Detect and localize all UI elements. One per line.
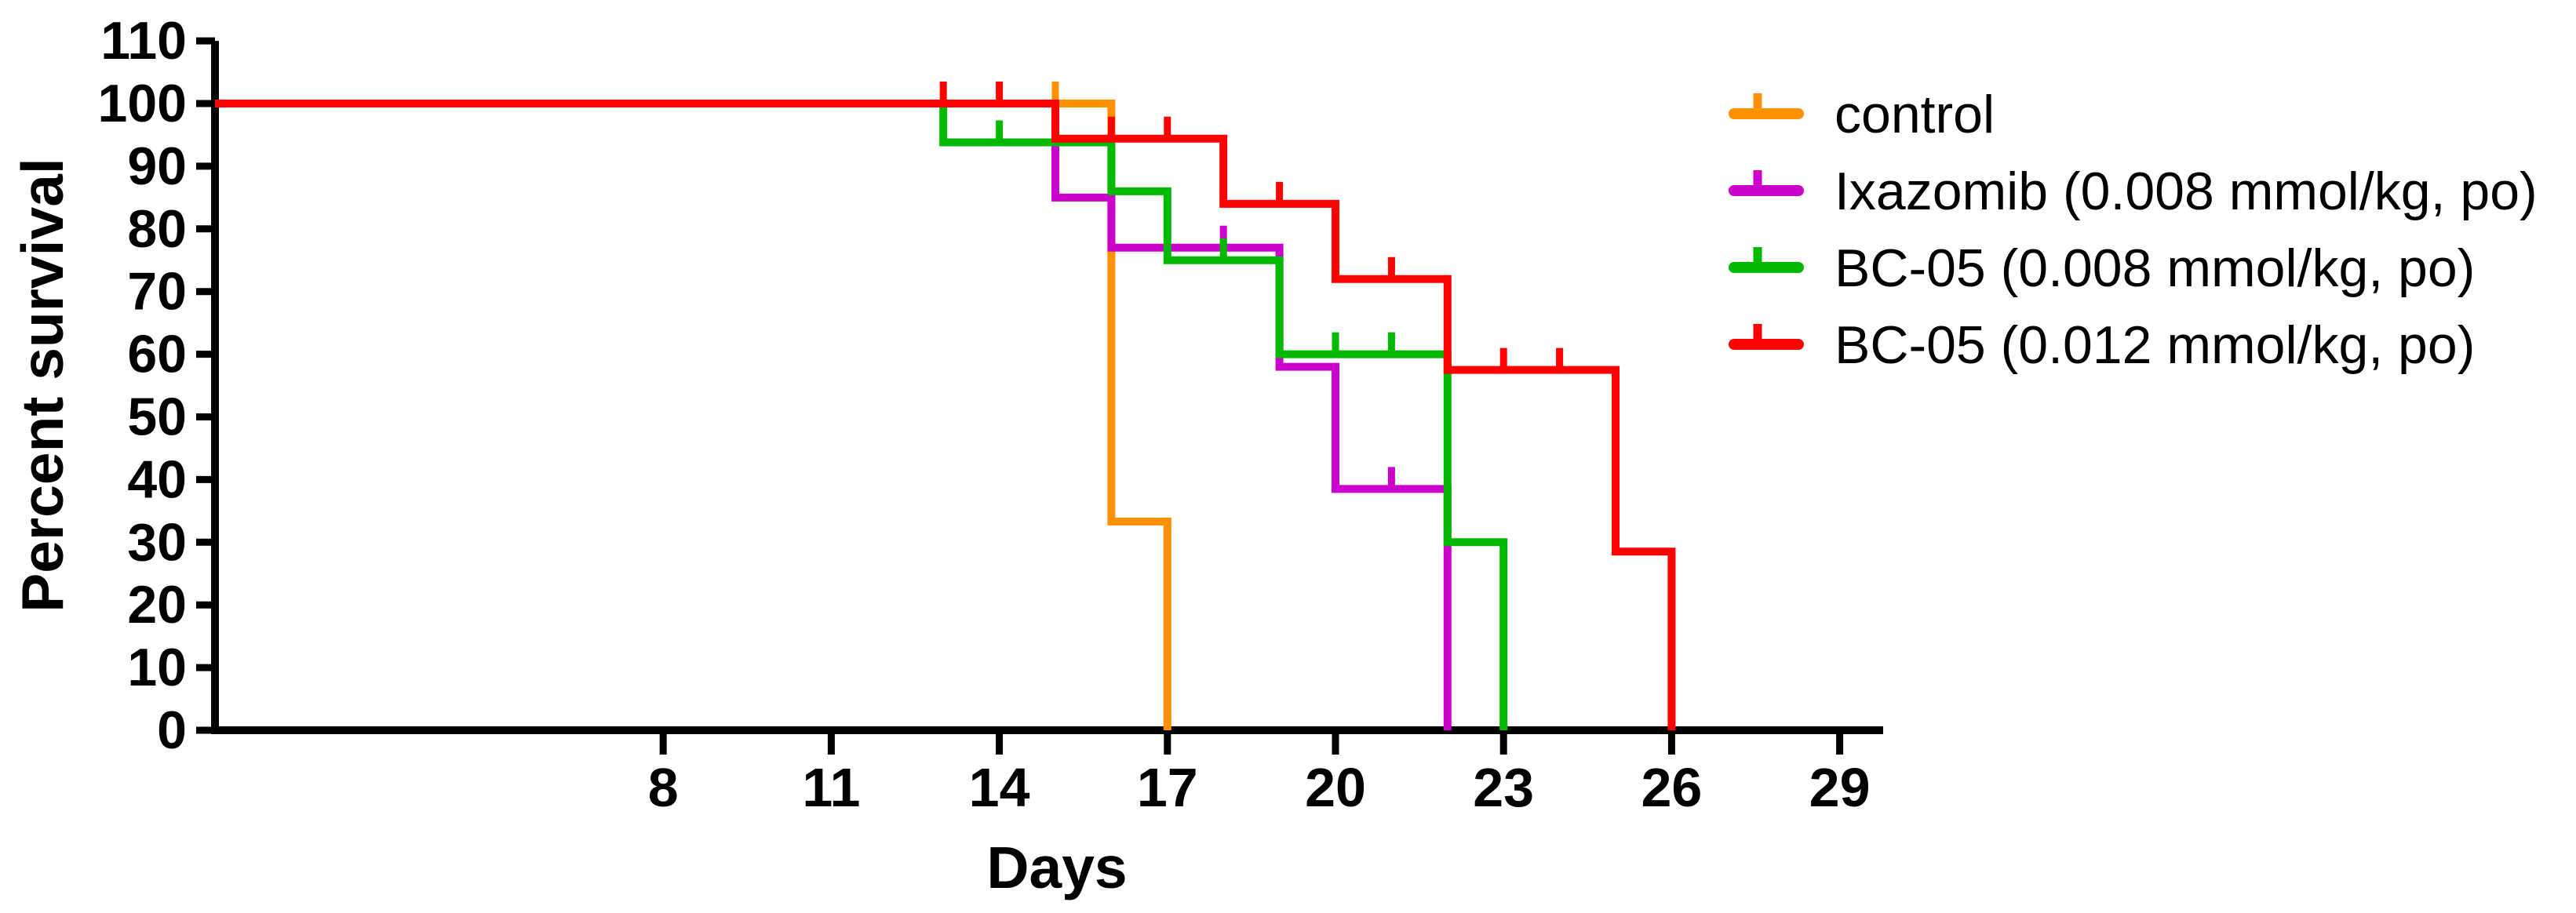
legend-item-bc-05-0-008-mmol-kg-po: BC-05 (0.008 mmol/kg, po) [1729,238,2475,298]
y-axis-title: Percent survival [9,158,75,613]
legend-item-ixazomib-0-008-mmol-kg-po: Ixazomib (0.008 mmol/kg, po) [1729,162,2538,221]
legend-label: Ixazomib (0.008 mmol/kg, po) [1835,162,2538,221]
y-tick-label: 80 [127,199,187,259]
series-bc-05-0-012-mmol-kg-po [215,82,1676,730]
x-tick-label: 26 [1641,757,1702,818]
legend: control Ixazomib (0.008 mmol/kg, po) BC-05… [1729,85,2538,375]
y-tick-label: 90 [127,136,187,196]
y-tick-label: 50 [127,387,187,447]
y-tick-label: 0 [157,700,187,760]
survival-curves [215,82,1676,730]
series-bc-05-0-008-mmol-kg-po [215,100,1508,730]
x-tick-label: 8 [648,757,679,818]
y-tick-label: 110 [100,11,187,71]
legend-item-bc-05-0-012-mmol-kg-po: BC-05 (0.012 mmol/kg, po) [1729,315,2475,375]
legend-label: control [1835,85,1995,144]
y-tick-label: 40 [127,449,187,509]
x-axis-title: Days [986,835,1127,900]
y-tick-label: 20 [127,575,187,635]
curve-bc-05-0-012-mmol-kg-po [215,100,1676,730]
x-tick-label: 17 [1137,757,1198,818]
curve-ixazomib-0-008-mmol-kg-po [215,100,1452,730]
legend-label: BC-05 (0.012 mmol/kg, po) [1835,315,2475,375]
x-tick-label: 11 [802,757,860,818]
x-tick-label: 20 [1305,757,1366,818]
y-tick-label: 60 [127,325,187,384]
x-tick-label: 14 [969,757,1030,818]
y-tick-label: 30 [127,512,187,572]
legend-item-control: control [1729,85,1995,144]
y-tick-label: 100 [98,74,187,133]
legend-label: BC-05 (0.008 mmol/kg, po) [1835,238,2475,298]
curve-bc-05-0-008-mmol-kg-po [215,100,1508,730]
y-tick-label: 10 [127,638,187,697]
curve-control [215,100,1171,730]
series-control [215,82,1171,730]
x-tick-label: 29 [1809,757,1871,818]
x-tick-label: 23 [1473,757,1534,818]
series-ixazomib-0-008-mmol-kg-po [215,100,1452,730]
y-tick-label: 70 [127,262,187,322]
